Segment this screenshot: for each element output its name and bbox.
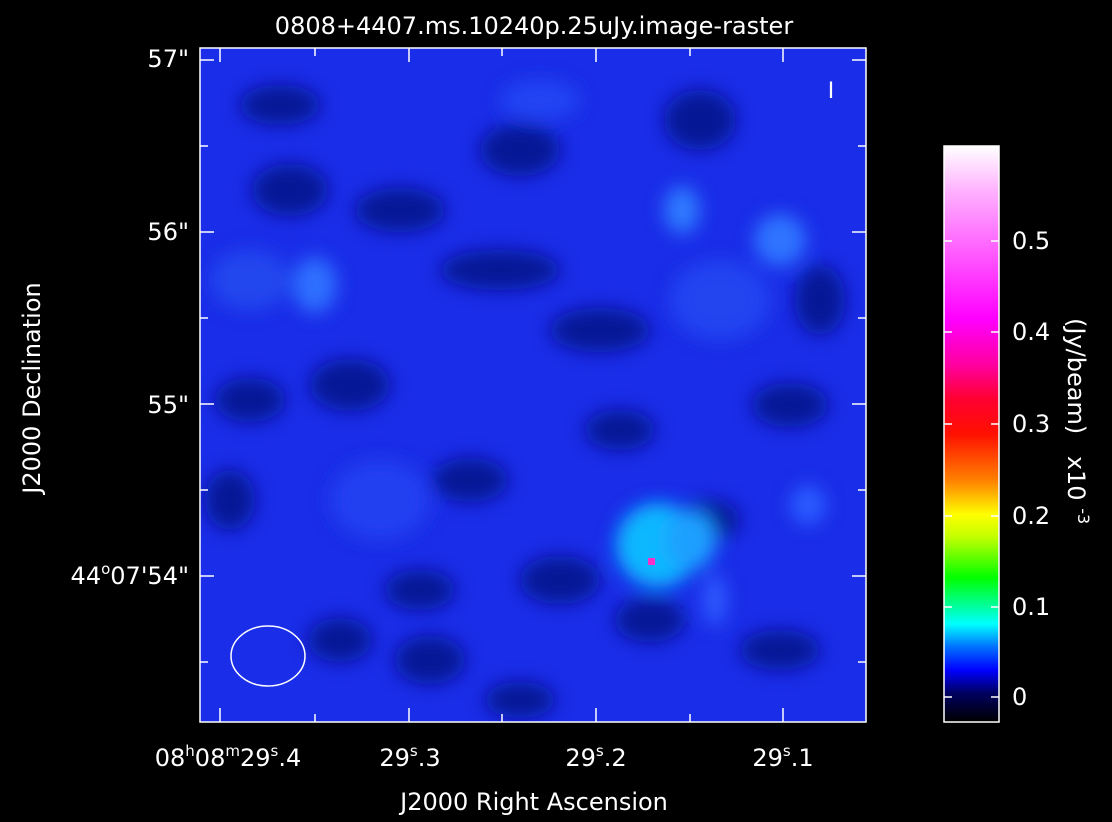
peak-pixel: [648, 558, 655, 565]
noise-trough: [385, 570, 455, 610]
noise-trough: [308, 618, 372, 662]
x-tick-label-29.1: 29s.1: [752, 742, 813, 772]
colorbar-tick-label: 0: [1012, 683, 1027, 711]
x-tick-label-29.3: 29s.3: [379, 742, 440, 772]
colorbar-multiplier: x10: [1062, 456, 1090, 501]
noise-trough: [615, 598, 685, 642]
colorbar-tick-label: 0.3: [1012, 410, 1050, 438]
colorbar-tick-labels: 0 0.1 0.2 0.3 0.4 0.5: [1012, 227, 1050, 711]
noise-trough: [740, 630, 820, 670]
noise-trough: [205, 470, 255, 530]
colorbar-tick-label: 0.2: [1012, 502, 1050, 530]
noise-trough: [355, 188, 445, 232]
beam-ellipse: [230, 625, 306, 687]
emission-blob: [664, 186, 700, 234]
colorbar-units: (Jy/beam): [1062, 318, 1090, 434]
plot-title: 0808+4407.ms.10240p.25uJy.image-raster: [275, 12, 794, 40]
emission-blob: [790, 485, 826, 525]
colorbar-tick-label: 0.5: [1012, 227, 1050, 255]
emission-blob: [670, 260, 770, 340]
emission-blob: [754, 214, 806, 266]
emission-blob: [210, 250, 290, 310]
colorbar-tick-label: 0.4: [1012, 318, 1050, 346]
colorbar-frame: [943, 145, 1000, 723]
colorbar-ticks: [944, 240, 999, 698]
x-axis-title: J2000 Right Ascension: [398, 788, 668, 816]
raster-image: [200, 48, 866, 722]
noise-trough: [240, 85, 320, 125]
y-tick-label-56: 56": [147, 218, 189, 246]
x-tick-label-29.2: 29s.2: [565, 742, 626, 772]
emission-blob: [500, 80, 580, 120]
colorbar-tick-label: 0.1: [1012, 593, 1050, 621]
frame-ticks: [200, 48, 866, 722]
emission-blob: [664, 510, 716, 570]
y-tick-label-55: 55": [147, 391, 189, 419]
noise-trough: [252, 164, 328, 216]
noise-trough: [485, 682, 555, 718]
noise-trough: [752, 383, 828, 427]
noise-trough: [215, 378, 285, 422]
emission-blob: [330, 460, 430, 540]
emission-blob: [703, 574, 727, 626]
colorbar: [944, 146, 999, 722]
y-tick-label-57: 57": [147, 45, 189, 73]
y-tick-label-54: 44o07'54": [71, 560, 189, 590]
y-axis-title: J2000 Declination: [18, 282, 46, 495]
noise-trough: [432, 458, 508, 502]
image-frame: [199, 47, 867, 723]
colorbar-unit-label: (Jy/beam) x10 -3: [1062, 318, 1093, 524]
noise-trough: [585, 410, 655, 450]
noise-trough: [310, 359, 390, 411]
stokes-label: I: [828, 79, 835, 104]
noise-trough: [520, 556, 600, 604]
noise-trough: [395, 636, 465, 684]
noise-trough: [440, 250, 560, 290]
x-tick-label-29.4: 08h08m29s.4: [155, 742, 302, 772]
colorbar-exponent: -3: [1074, 508, 1093, 524]
emission-blob: [293, 257, 337, 313]
noise-trough: [480, 124, 560, 176]
noise-trough: [664, 90, 736, 150]
noise-trough: [795, 265, 845, 335]
noise-trough: [550, 308, 650, 352]
